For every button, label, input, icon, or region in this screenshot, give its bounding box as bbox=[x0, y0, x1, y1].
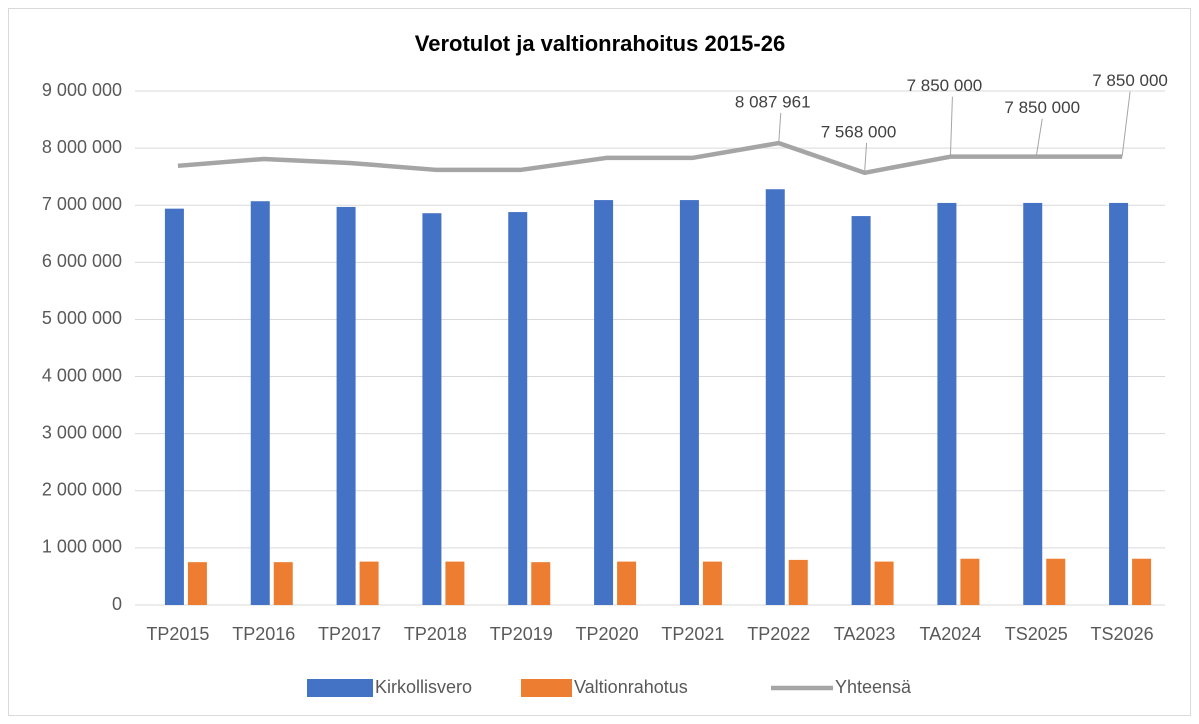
y-tick-label: 1 000 000 bbox=[42, 537, 122, 557]
bar bbox=[273, 562, 293, 605]
data-label: 7 850 000 bbox=[907, 76, 983, 95]
x-tick-label: TP2020 bbox=[576, 624, 639, 644]
line bbox=[177, 140, 1123, 176]
bar bbox=[617, 561, 637, 605]
x-tick-label: TP2017 bbox=[318, 624, 381, 644]
bar bbox=[164, 208, 184, 605]
bar bbox=[594, 200, 614, 606]
legend-label: Kirkollisvero bbox=[375, 677, 472, 697]
x-tick-label: TP2022 bbox=[747, 624, 810, 644]
bar bbox=[702, 561, 722, 605]
bar bbox=[679, 200, 699, 606]
legend-swatch bbox=[521, 679, 572, 697]
x-tick-label: TP2019 bbox=[490, 624, 553, 644]
bar bbox=[531, 562, 551, 605]
bar bbox=[765, 189, 785, 605]
y-tick-label: 3 000 000 bbox=[42, 422, 122, 442]
x-tick-label: TP2015 bbox=[146, 624, 209, 644]
bar bbox=[250, 201, 270, 606]
legend-label: Valtionrahotus bbox=[574, 677, 688, 697]
leader-line bbox=[1121, 91, 1131, 157]
bar bbox=[336, 206, 356, 606]
bar bbox=[187, 562, 207, 605]
bar bbox=[422, 213, 442, 605]
bar bbox=[1023, 202, 1043, 605]
bar bbox=[788, 559, 808, 605]
data-label: 7 568 000 bbox=[821, 122, 897, 141]
x-tick-label: TA2023 bbox=[834, 624, 896, 644]
y-tick-label: 7 000 000 bbox=[42, 194, 122, 214]
x-tick-label: TS2025 bbox=[1005, 624, 1068, 644]
y-tick-label: 0 bbox=[112, 594, 122, 614]
bar bbox=[1046, 558, 1066, 605]
y-tick-label: 8 000 000 bbox=[42, 137, 122, 157]
bar bbox=[508, 212, 528, 605]
y-tick-label: 6 000 000 bbox=[42, 251, 122, 271]
legend-label: Yhteensä bbox=[835, 677, 912, 697]
leader-line bbox=[1035, 118, 1043, 157]
legend-swatch bbox=[307, 679, 373, 697]
chart-title: Verotulot ja valtionrahoitus 2015-26 bbox=[415, 31, 785, 56]
data-label: 7 850 000 bbox=[1004, 98, 1080, 117]
y-tick-label: 2 000 000 bbox=[42, 480, 122, 500]
leader-line bbox=[864, 142, 868, 173]
bar bbox=[937, 202, 957, 605]
y-tick-label: 5 000 000 bbox=[42, 308, 122, 328]
data-label: 8 087 961 bbox=[735, 93, 811, 112]
x-tick-label: TP2016 bbox=[232, 624, 295, 644]
bar bbox=[445, 561, 465, 605]
x-tick-label: TA2024 bbox=[920, 624, 982, 644]
y-tick-label: 9 000 000 bbox=[42, 80, 122, 100]
y-tick-label: 4 000 000 bbox=[42, 365, 122, 385]
x-tick-label: TP2018 bbox=[404, 624, 467, 644]
leader-line bbox=[949, 96, 953, 157]
bar bbox=[1109, 202, 1129, 605]
x-tick-label: TS2026 bbox=[1091, 624, 1154, 644]
bar bbox=[960, 558, 980, 605]
leader-line bbox=[778, 113, 782, 144]
bar bbox=[1132, 558, 1152, 605]
bar bbox=[874, 561, 894, 605]
bar bbox=[851, 216, 871, 605]
bar bbox=[359, 561, 379, 605]
data-label: 7 850 000 bbox=[1092, 71, 1168, 90]
x-tick-label: TP2021 bbox=[661, 624, 724, 644]
